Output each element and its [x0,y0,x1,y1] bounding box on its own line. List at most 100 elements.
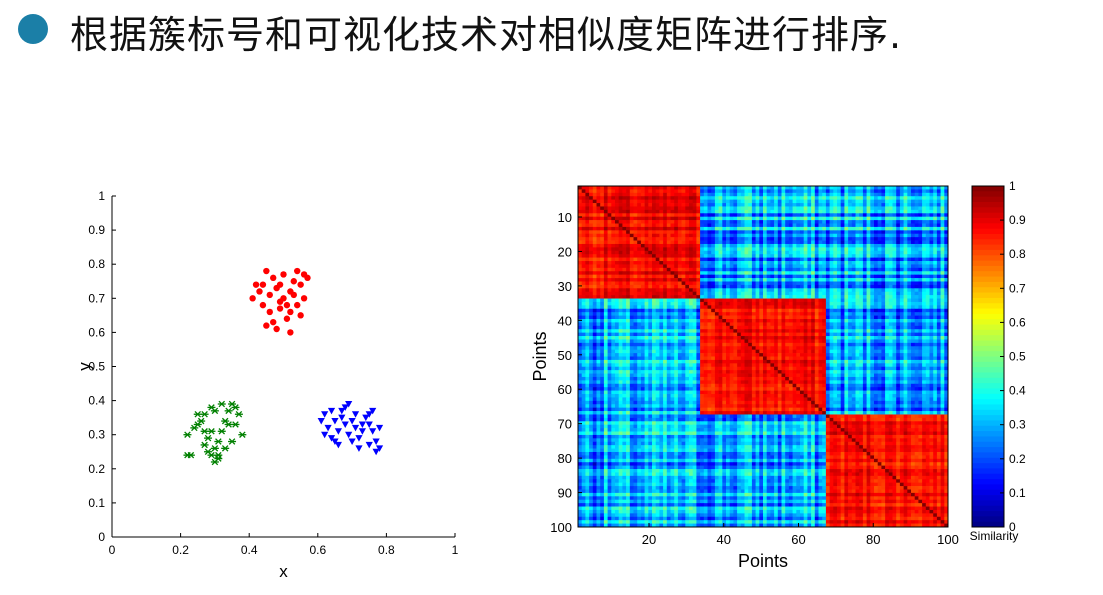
heatmap-cell [870,332,875,337]
heatmap-cell [648,243,653,248]
heatmap-cell [677,329,682,333]
heatmap-cell [626,264,631,269]
heatmap-cell [578,203,583,207]
heatmap-cell [796,264,801,269]
heatmap-cell [892,281,897,286]
heatmap-cell [840,216,845,221]
heatmap-cell [851,264,856,269]
heatmap-cell [670,243,675,248]
heatmap-cell [626,288,631,293]
heatmap-cell [655,226,660,231]
heatmap-cell [696,199,701,204]
heatmap-cell [800,243,805,248]
heatmap-cell [681,237,686,241]
heatmap-cell [944,281,949,286]
heatmap-cell [622,281,627,286]
heatmap-cell [722,261,727,265]
scatter-point-star [210,445,219,452]
heatmap-cell [822,315,827,320]
heatmap-cell [770,322,775,327]
heatmap-cell [755,274,760,279]
heatmap-cell [785,223,790,228]
heatmap-cell [585,213,590,218]
heatmap-cell [729,257,734,262]
heatmap-cell [903,308,908,313]
heatmap-cell [648,230,653,235]
heatmap-cell [792,230,797,235]
heatmap-cell [714,288,719,293]
heatmap-cell [589,257,594,262]
scatter-point-triangle [358,428,366,435]
heatmap-cell [874,237,879,241]
heatmap-cell [829,267,834,272]
heatmap-cell [803,295,808,299]
heatmap-cell [903,267,908,272]
heatmap-cell [911,308,916,313]
heatmap-cell [674,220,679,224]
heatmap-cell [763,186,768,190]
heatmap-cell [888,186,893,190]
heatmap-cell [811,278,816,282]
heatmap-cell [711,349,716,354]
scatter-point-triangle [331,438,339,446]
heatmap-cell [829,332,834,337]
heatmap-cell [807,312,812,316]
heatmap-cell [659,186,664,190]
heatmap-cell [936,346,941,351]
heatmap-cell [936,312,941,316]
heatmap-cell [733,278,738,282]
heatmap-cell [881,315,886,320]
heatmap-cell [774,230,779,235]
heatmap-cell [677,230,682,235]
heatmap-cell [703,281,708,286]
heatmap-cell [818,305,823,310]
heatmap-cell [907,305,912,310]
heatmap-cell [600,271,605,276]
heatmap-cell [907,336,912,340]
heatmap-cell [914,281,919,286]
heatmap-cell [848,254,853,258]
heatmap-cell [640,223,645,228]
heatmap-cell [670,312,675,316]
heatmap-cell [777,305,782,310]
heatmap-cell [726,325,731,330]
heatmap-cell [770,243,775,248]
heatmap-cell [592,322,597,327]
heatmap-cell [877,189,882,194]
heatmap-cell [696,237,701,241]
heatmap-cell [855,192,860,197]
heatmap-cell [848,216,853,221]
heatmap-cell [892,230,897,235]
heatmap-cell [944,203,949,207]
heatmap-cell [933,186,938,190]
heatmap-cell [896,261,901,265]
heatmap-cell [703,301,708,306]
heatmap-cell [859,346,864,351]
heatmap-cell [707,192,712,197]
heatmap-cell [859,203,864,207]
heatmap-cell [685,291,690,296]
heatmap-cell [696,213,701,218]
heatmap-cell [881,305,886,310]
heatmap-cell [866,342,871,347]
heatmap-cell [800,233,805,238]
heatmap-cell [766,203,771,207]
heatmap-cell [800,278,805,282]
heatmap-cell [633,237,638,241]
heatmap-cell [615,291,620,296]
heatmap-cell [936,332,941,337]
heatmap-cell [874,216,879,221]
heatmap-cell [833,192,838,197]
heatmap-cell [822,298,827,303]
heatmap-cell [874,240,879,245]
heatmap-cell [781,336,786,340]
heatmap-cell [877,315,882,320]
heatmap-cell [822,264,827,269]
heatmap-cell [696,332,701,337]
heatmap-cell [696,189,701,194]
heatmap-cell [925,233,930,238]
heatmap-cell [796,186,801,190]
heatmap-cell [777,250,782,255]
heatmap-cell [777,332,782,337]
heatmap-cell [788,325,793,330]
